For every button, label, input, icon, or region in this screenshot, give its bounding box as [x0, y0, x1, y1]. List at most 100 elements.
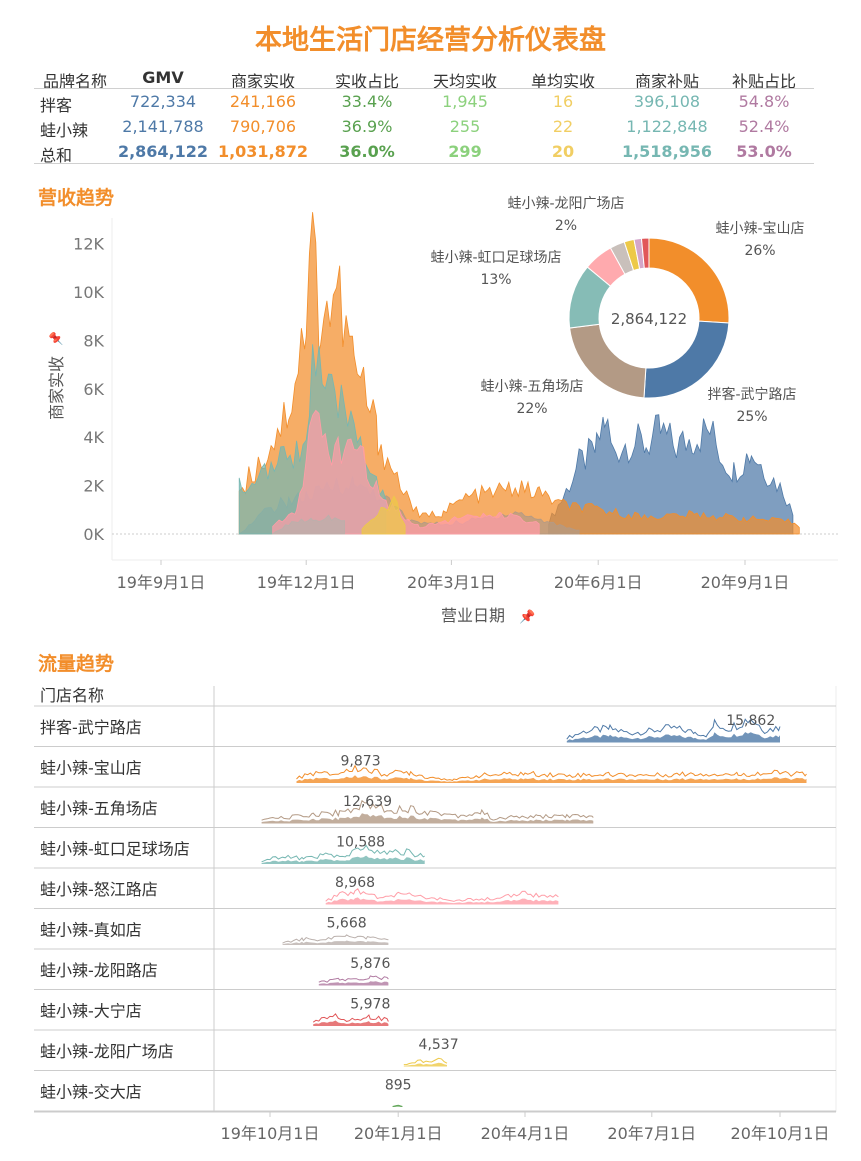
revenue-x-tick: 20年6月1日 — [554, 573, 643, 592]
traffic-peak-label: 5,876 — [350, 956, 390, 972]
revenue-y-tick: 0K — [83, 525, 104, 544]
traffic-line — [312, 1013, 389, 1023]
donut-slice-percent: 25% — [736, 409, 767, 425]
pin-icon: 📌 — [519, 608, 535, 625]
traffic-peak-label: 8,968 — [335, 875, 375, 891]
table-divider — [34, 88, 814, 89]
traffic-store-label: 拌客-武宁路店 — [40, 718, 142, 737]
table-cell: 241,166 — [229, 92, 297, 111]
table-cell: 16 — [552, 92, 574, 111]
table-cell: 255 — [449, 117, 481, 136]
traffic-store-label: 蛙小辣-五角场店 — [40, 799, 158, 818]
revenue-x-tick: 19年9月1日 — [117, 573, 206, 592]
revenue-series-area — [548, 414, 794, 535]
table-cell: 790,706 — [229, 117, 297, 136]
traffic-header: 门店名称 — [40, 686, 104, 705]
traffic-x-tick: 20年1月1日 — [354, 1124, 443, 1143]
traffic-section-title: 流量趋势 — [38, 653, 115, 675]
revenue-x-tick: 20年3月1日 — [407, 573, 496, 592]
traffic-peak-label: 5,668 — [327, 916, 367, 932]
revenue-section-title: 营收趋势 — [38, 187, 115, 209]
traffic-peak-label: 15,862 — [726, 713, 775, 729]
traffic-store-label: 蛙小辣-真如店 — [40, 921, 142, 940]
revenue-y-tick: 10K — [73, 283, 104, 302]
table-row-name: 总和 — [40, 146, 73, 165]
table-cell: 1,031,872 — [217, 142, 309, 161]
traffic-peak-label: 5,978 — [350, 997, 390, 1013]
traffic-area — [261, 855, 425, 864]
table-cell: 299 — [448, 142, 482, 161]
table-cell: 1,518,956 — [621, 142, 713, 161]
traffic-line — [261, 844, 425, 863]
traffic-x-tick: 20年4月1日 — [481, 1124, 570, 1143]
table-row-name: 蛙小辣 — [40, 121, 89, 140]
traffic-area — [282, 940, 389, 945]
table-header-cell: 商家实收 — [230, 72, 295, 91]
table-header-cell: 商家补贴 — [634, 72, 699, 91]
traffic-x-tick: 20年7月1日 — [607, 1124, 696, 1143]
donut-center-total: 2,864,122 — [611, 310, 687, 328]
table-cell: 36.0% — [339, 142, 395, 161]
traffic-x-tick: 19年10月1日 — [221, 1124, 320, 1143]
donut-slice-percent: 13% — [480, 272, 511, 288]
traffic-area — [403, 1062, 447, 1067]
table-cell: 33.4% — [341, 92, 393, 111]
traffic-store-label: 蛙小辣-怒江路店 — [40, 880, 158, 899]
traffic-store-label: 蛙小辣-大宁店 — [40, 1002, 142, 1021]
table-cell: 54.8% — [738, 92, 790, 111]
table-cell: 1,122,848 — [626, 117, 708, 136]
traffic-peak-label: 10,588 — [336, 835, 385, 851]
donut-slice — [640, 237, 650, 269]
table-header-cell: 补贴占比 — [731, 72, 796, 91]
table-header-cell: GMV — [142, 68, 184, 87]
traffic-x-tick: 20年10月1日 — [731, 1124, 830, 1143]
table-cell: 1,945 — [442, 92, 488, 111]
traffic-area — [318, 981, 389, 986]
revenue-y-tick: 2K — [83, 477, 104, 496]
table-cell: 36.9% — [341, 117, 393, 136]
table-cell: 396,108 — [633, 92, 701, 111]
table-cell: 53.0% — [736, 142, 792, 161]
traffic-store-label: 蛙小辣-龙阳广场店 — [40, 1042, 174, 1061]
traffic-line — [392, 1104, 403, 1107]
store-share-donut — [568, 237, 730, 399]
traffic-line — [325, 888, 559, 902]
donut-slice-label: 拌客-武宁路店 — [707, 386, 796, 403]
revenue-series-area — [271, 514, 345, 535]
traffic-area — [261, 813, 594, 824]
traffic-area — [313, 1020, 389, 1026]
traffic-peak-label: 4,537 — [419, 1037, 459, 1053]
revenue-series-area — [272, 409, 540, 535]
table-cell: 2,141,788 — [122, 117, 204, 136]
donut-slice-percent: 22% — [516, 401, 547, 417]
table-header-cell: 单均实收 — [530, 72, 595, 91]
traffic-store-label: 蛙小辣-龙阳路店 — [40, 961, 158, 980]
donut-slice-label: 蛙小辣-五角场店 — [480, 379, 583, 395]
table-cell: 722,334 — [129, 92, 197, 111]
table-header-cell: 品牌名称 — [42, 72, 107, 91]
table-divider — [34, 163, 814, 164]
traffic-peak-label: 12,639 — [343, 794, 392, 810]
traffic-store-label: 蛙小辣-虹口足球场店 — [40, 840, 190, 859]
donut-slice-percent: 26% — [744, 243, 775, 259]
table-header-cell: 实收占比 — [334, 72, 399, 91]
pin-icon: 📌 — [48, 331, 63, 346]
traffic-area — [296, 775, 807, 783]
traffic-store-label: 蛙小辣-交大店 — [40, 1083, 142, 1102]
donut-slice-label: 蛙小辣-龙阳广场店 — [507, 196, 624, 212]
traffic-line — [403, 1057, 448, 1066]
traffic-line — [296, 764, 807, 781]
revenue-series-area — [238, 212, 800, 535]
donut-slice-label: 蛙小辣-宝山店 — [715, 221, 804, 237]
donut-slice-label: 蛙小辣-虹口足球场店 — [430, 250, 561, 266]
traffic-peak-label: 895 — [385, 1078, 412, 1094]
traffic-line — [566, 718, 781, 740]
traffic-line — [282, 934, 389, 944]
traffic-peak-label: 9,873 — [341, 754, 381, 770]
traffic-area — [325, 897, 559, 905]
dashboard-title: 本地生活门店经营分析仪表盘 — [255, 25, 606, 56]
traffic-line — [261, 799, 594, 821]
table-row-name: 拌客 — [40, 96, 73, 115]
revenue-y-tick: 12K — [73, 235, 104, 254]
